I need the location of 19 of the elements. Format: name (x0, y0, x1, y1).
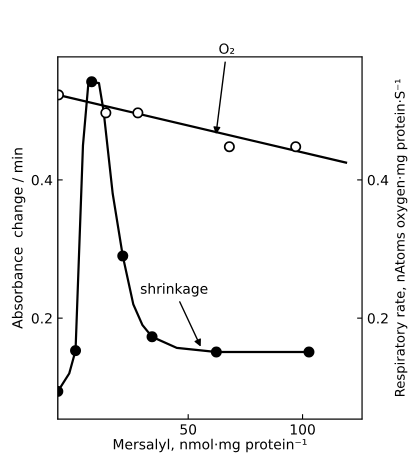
point (132, 107, 144, 118)
point (100, 107, 112, 118)
y2-tick-label: 0.2 (368, 313, 388, 324)
point (290, 141, 302, 152)
point (117, 250, 128, 262)
point (146, 331, 158, 342)
x-tick-label: 100 (290, 424, 315, 435)
annotation: shrinkage (140, 283, 208, 297)
x-tick-label: 50 (180, 424, 196, 435)
y2-axis-title: Respiratory rate, nAtoms oxygen·mg protein·S⁻¹ (394, 79, 408, 396)
point (210, 346, 222, 358)
point (224, 141, 235, 152)
annotation: O₂ (219, 43, 234, 54)
y-axis-title: Absorbance change / min (12, 148, 26, 329)
point (303, 346, 314, 358)
x-axis-title: Mersalyl, nmol·mg protein⁻¹ (114, 438, 307, 452)
point (86, 76, 98, 88)
y2-tick-label: 0.4 (368, 174, 388, 186)
point (70, 345, 82, 356)
